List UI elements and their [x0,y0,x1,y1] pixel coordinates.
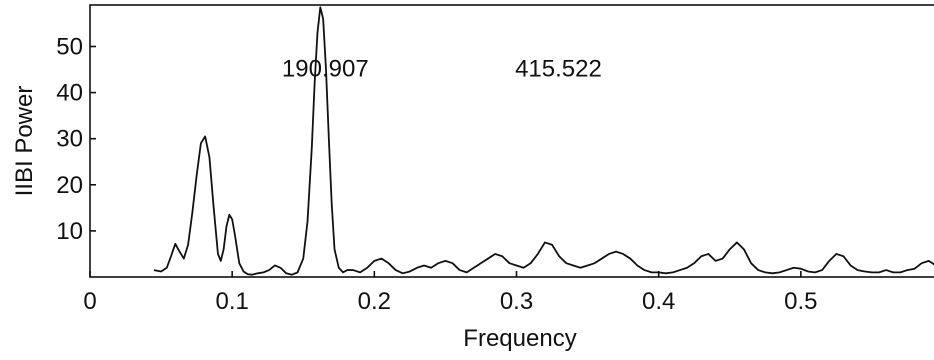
plot-frame [89,4,934,278]
x-axis: 0 0.1 0.2 0.3 0.4 0.5 [83,271,818,315]
annotation-layer: 190.907 415.522 [282,55,602,82]
y-axis-title: IIBI Power [11,86,38,197]
y-tick-label: 40 [56,80,83,107]
x-tick-label: 0.4 [642,288,675,315]
x-tick-label: 0.2 [358,288,391,315]
x-tick-label: 0 [83,288,96,315]
x-tick-label: 0.5 [784,288,817,315]
power-spectrum-line [153,6,934,276]
y-tick-label: 20 [56,172,83,199]
peak-annotation: 190.907 [282,55,369,82]
peak-annotation: 415.522 [515,55,602,82]
series-layer [153,6,934,276]
y-tick-label: 30 [56,126,83,153]
x-tick-label: 0.1 [215,288,248,315]
x-tick-label: 0.3 [500,288,533,315]
x-axis-title: Frequency [463,325,576,352]
y-axis: 10 20 30 40 50 [56,33,96,245]
y-tick-label: 10 [56,218,83,245]
y-tick-label: 50 [56,33,83,60]
